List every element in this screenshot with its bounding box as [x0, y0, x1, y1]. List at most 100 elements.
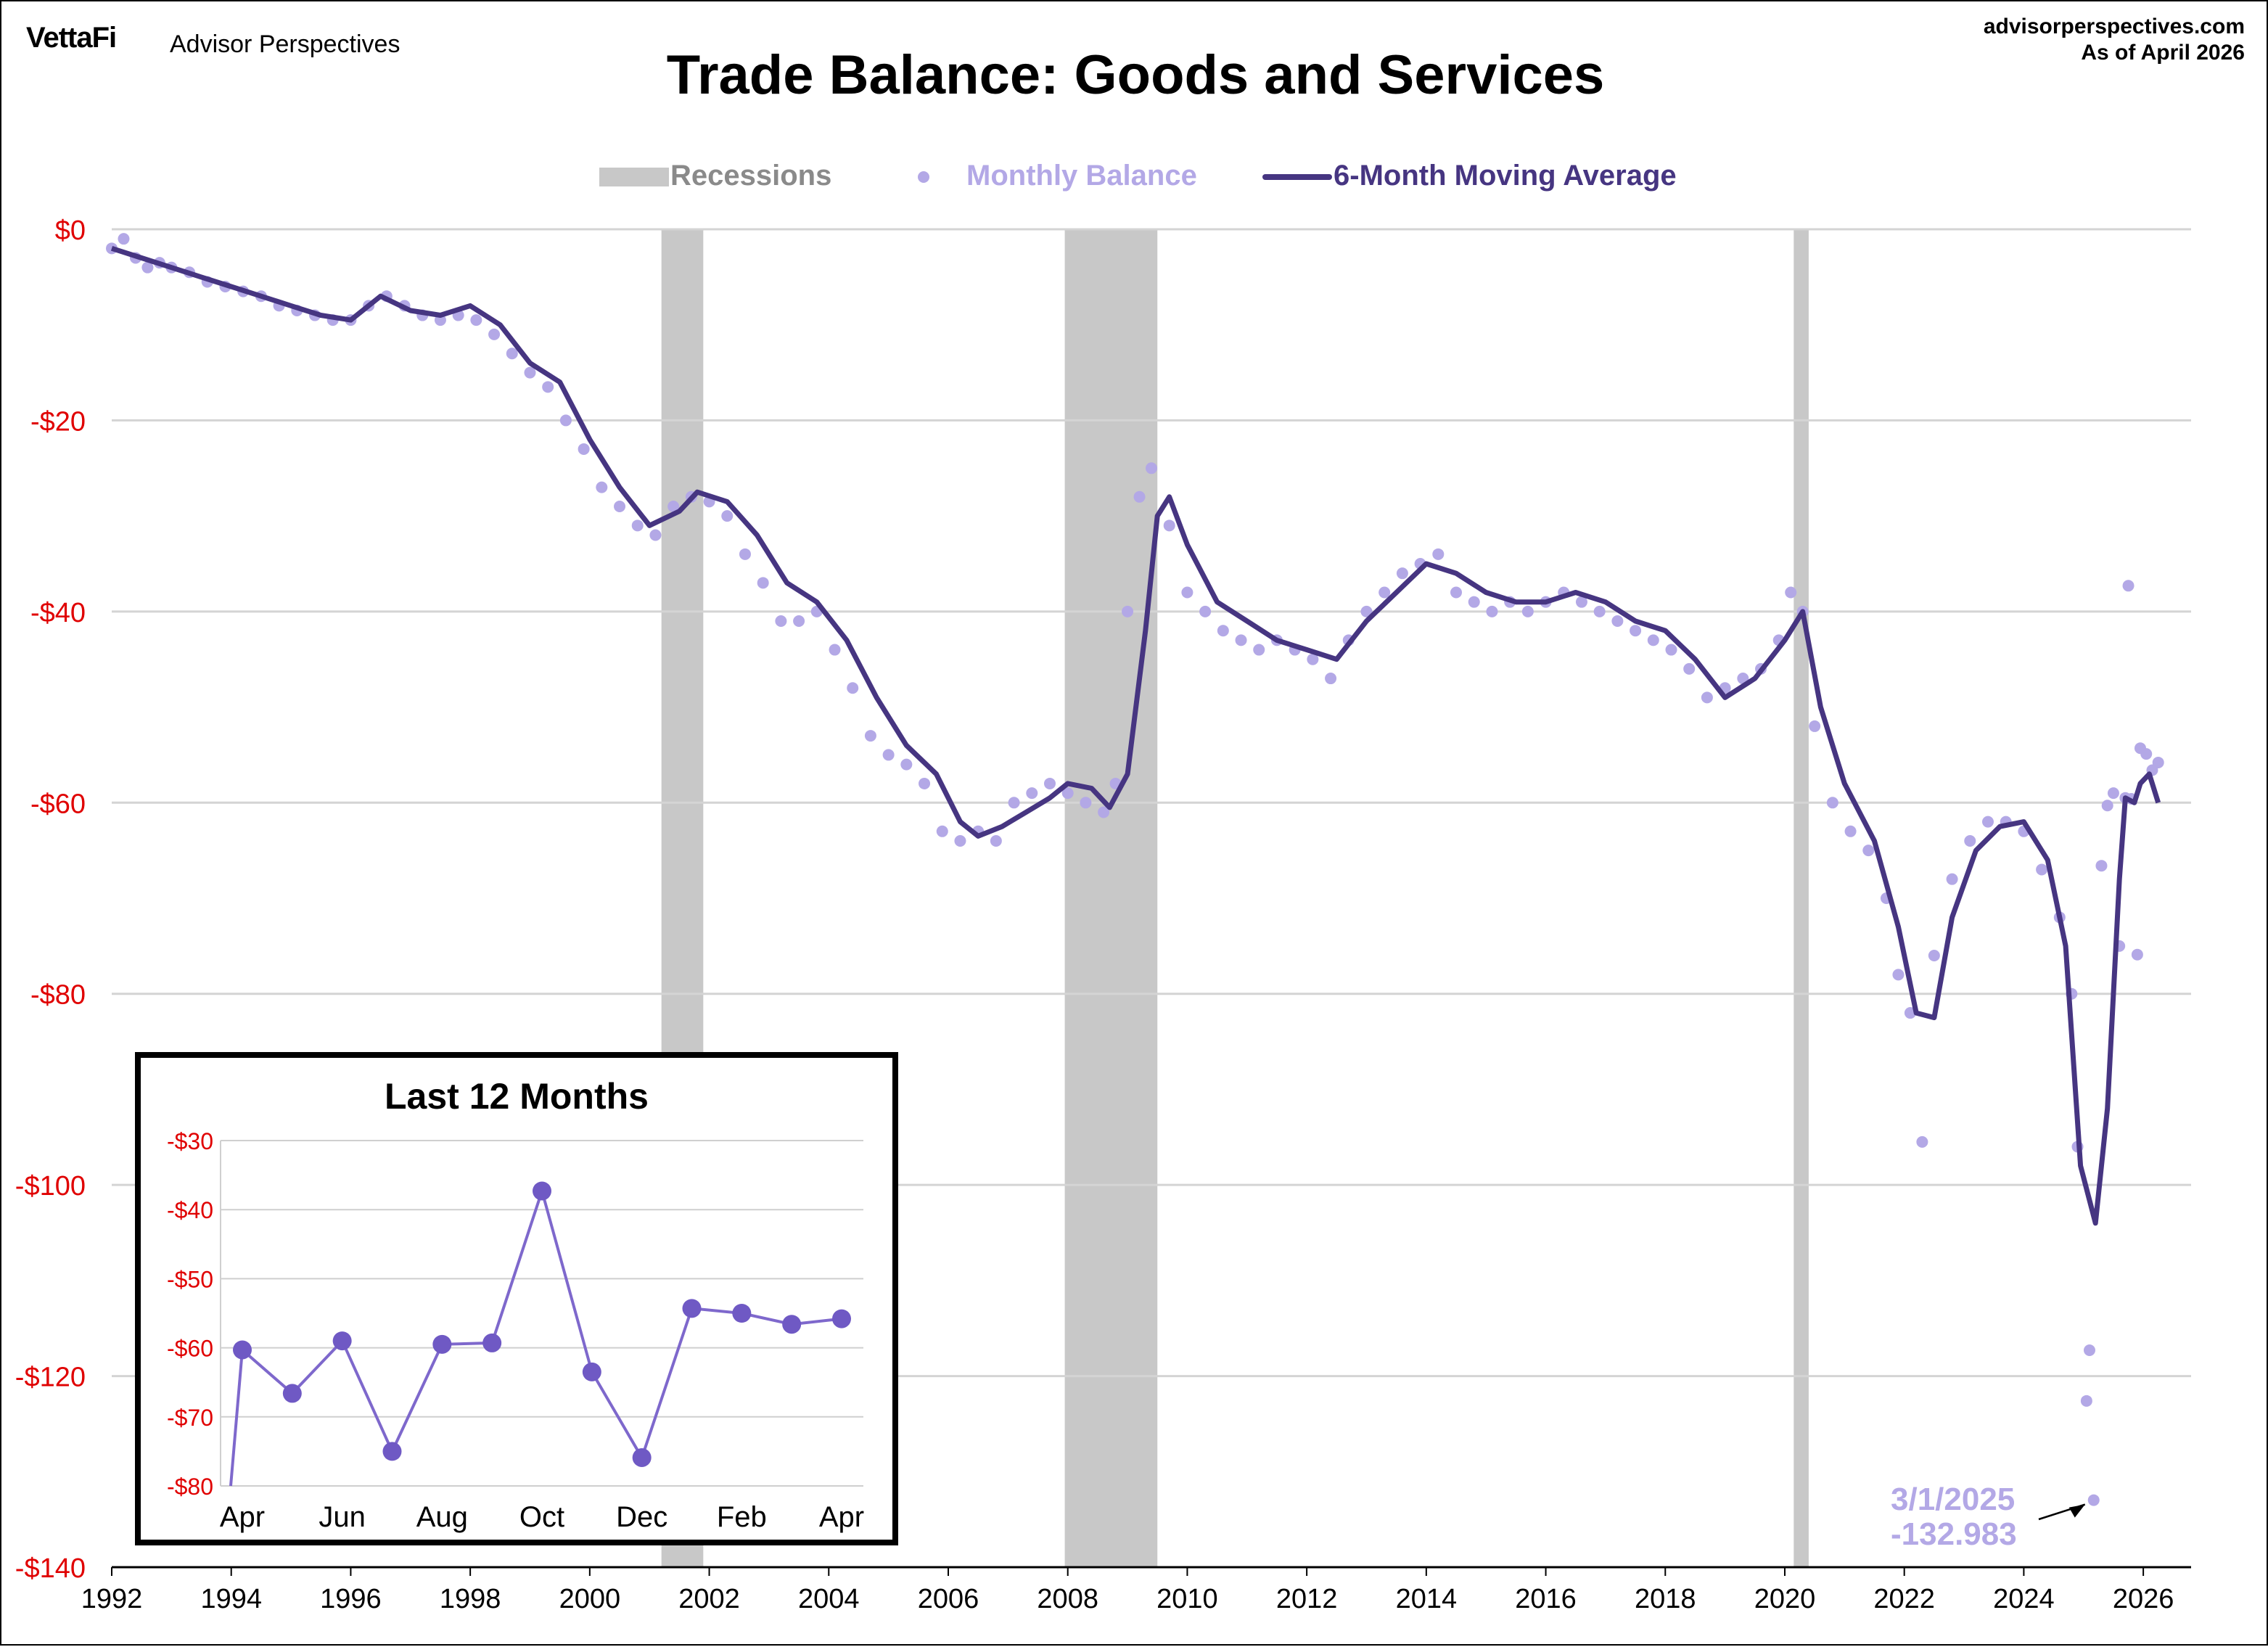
- inset-point: [533, 1181, 551, 1201]
- monthly-point: [2122, 580, 2135, 592]
- monthly-point: [775, 615, 787, 628]
- monthly-point: [2080, 1395, 2092, 1407]
- x-tick-label: 1998: [440, 1584, 501, 1614]
- monthly-point: [2083, 1344, 2095, 1357]
- brand-name: Advisor Perspectives: [170, 30, 400, 58]
- annotation-value: -132.983: [1891, 1516, 2017, 1552]
- monthly-point: [118, 233, 130, 245]
- monthly-point: [649, 529, 662, 541]
- legend-ma-label: 6-Month Moving Average: [1334, 160, 1677, 192]
- inset-y-tick-label: -$50: [167, 1266, 213, 1292]
- recession-bands: [661, 229, 1809, 1567]
- monthly-point: [1360, 605, 1373, 617]
- inset-point: [382, 1442, 402, 1461]
- monthly-point: [614, 500, 626, 512]
- monthly-point: [1008, 797, 1020, 809]
- recession-band-1: [1064, 229, 1158, 1567]
- inset-x-tick-label: Jun: [319, 1501, 366, 1533]
- y-tick-label: -$60: [30, 789, 86, 819]
- x-tick-label: 2008: [1037, 1584, 1098, 1614]
- monthly-point: [141, 261, 154, 274]
- legend: Recessions Monthly Balance 6-Month Movin…: [1, 157, 2268, 197]
- monthly-point: [1163, 519, 1175, 532]
- inset-point: [582, 1362, 601, 1381]
- x-tick-label: 2012: [1276, 1584, 1338, 1614]
- inset-y-tick-label: -$80: [167, 1474, 213, 1500]
- legend-ma-swatch: [1262, 174, 1332, 180]
- inset-x-tick-label: Aug: [416, 1501, 468, 1533]
- monthly-point: [470, 314, 482, 326]
- inset-x-tick-label: Apr: [220, 1501, 265, 1533]
- y-tick-label: -$140: [15, 1553, 86, 1584]
- monthly-point: [1080, 797, 1092, 809]
- y-tick-label: -$20: [30, 406, 86, 437]
- brand-logo: VettaFi: [26, 22, 117, 54]
- monthly-point: [919, 777, 931, 789]
- monthly-point: [2095, 860, 2108, 872]
- monthly-point: [2131, 948, 2143, 961]
- monthly-point: [1486, 605, 1498, 617]
- inset-point: [233, 1340, 252, 1360]
- monthly-point: [667, 500, 680, 512]
- x-tick-label: 1996: [320, 1584, 382, 1614]
- x-tick-label: 2010: [1156, 1584, 1218, 1614]
- monthly-point: [721, 510, 734, 522]
- monthly-point: [1122, 605, 1134, 617]
- gridlines: [112, 228, 2191, 1569]
- legend-recessions-swatch: [599, 168, 669, 186]
- monthly-point: [864, 730, 876, 742]
- monthly-point: [1665, 644, 1677, 656]
- monthly-point: [1683, 662, 1696, 675]
- x-tick-label: 1994: [200, 1584, 262, 1614]
- monthly-point: [1611, 615, 1624, 628]
- monthly-point: [1809, 720, 1821, 732]
- monthly-point: [1307, 653, 1319, 665]
- monthly-point: [631, 519, 644, 532]
- monthly-point: [882, 749, 895, 761]
- y-tick-label: -$40: [30, 598, 86, 628]
- x-tick-label: 2022: [1873, 1584, 1935, 1614]
- monthly-point: [1199, 605, 1212, 617]
- x-tick-label: 2000: [559, 1584, 621, 1614]
- monthly-point: [2107, 787, 2119, 800]
- monthly-point: [559, 414, 572, 427]
- monthly-point: [1844, 825, 1857, 837]
- monthly-point: [1450, 586, 1463, 599]
- y-tick-label: -$120: [15, 1363, 86, 1393]
- inset-point: [282, 1384, 302, 1403]
- monthly-point: [542, 381, 554, 393]
- inset-panel: Last 12 Months -$30 -$40 -$50 -$60 -$70 -$80 …: [135, 1052, 898, 1545]
- x-tick-label: 2002: [678, 1584, 740, 1614]
- monthly-point: [1325, 673, 1337, 685]
- inset-point: [732, 1304, 752, 1323]
- monthly-point: [1181, 586, 1193, 599]
- inset-point: [782, 1315, 802, 1334]
- inset-plot: -$30 -$40 -$50 -$60 -$70 -$80 Apr Jun Aug Oct Dec…: [167, 1128, 864, 1533]
- x-tick-label: 2026: [2113, 1584, 2174, 1614]
- inset-x-tick-labels: Apr Jun Aug Oct Dec Feb Apr: [220, 1501, 864, 1533]
- moving-average-series: [110, 245, 2161, 1226]
- monthly-point: [936, 825, 948, 837]
- inset-point: [632, 1447, 652, 1467]
- monthly-point: [1892, 969, 1905, 981]
- monthly-point: [1217, 625, 1229, 637]
- monthly-point: [739, 548, 751, 560]
- x-tick-label: 1992: [81, 1584, 143, 1614]
- monthly-point: [829, 644, 841, 656]
- monthly-point: [1647, 634, 1659, 646]
- inset-point: [832, 1309, 851, 1328]
- monthly-point: [1146, 462, 1157, 475]
- monthly-point: [1432, 548, 1445, 560]
- inset-x-tick-label: Dec: [616, 1501, 667, 1533]
- monthly-point: [990, 834, 1002, 847]
- y-tick-label: $0: [55, 215, 86, 246]
- monthly-point: [1630, 625, 1642, 637]
- monthly-point: [1396, 567, 1408, 580]
- monthly-point: [488, 328, 501, 340]
- monthly-point: [1928, 950, 1940, 962]
- legend-monthly-marker: [918, 171, 929, 183]
- inset-x-tick-label: Apr: [819, 1501, 864, 1533]
- vettafi-logo-text: VettaFi: [26, 22, 117, 54]
- x-tick-labels: 1992 1994 1996 1998 2000 2002 2004 2006 2008 2010…: [81, 1567, 2174, 1614]
